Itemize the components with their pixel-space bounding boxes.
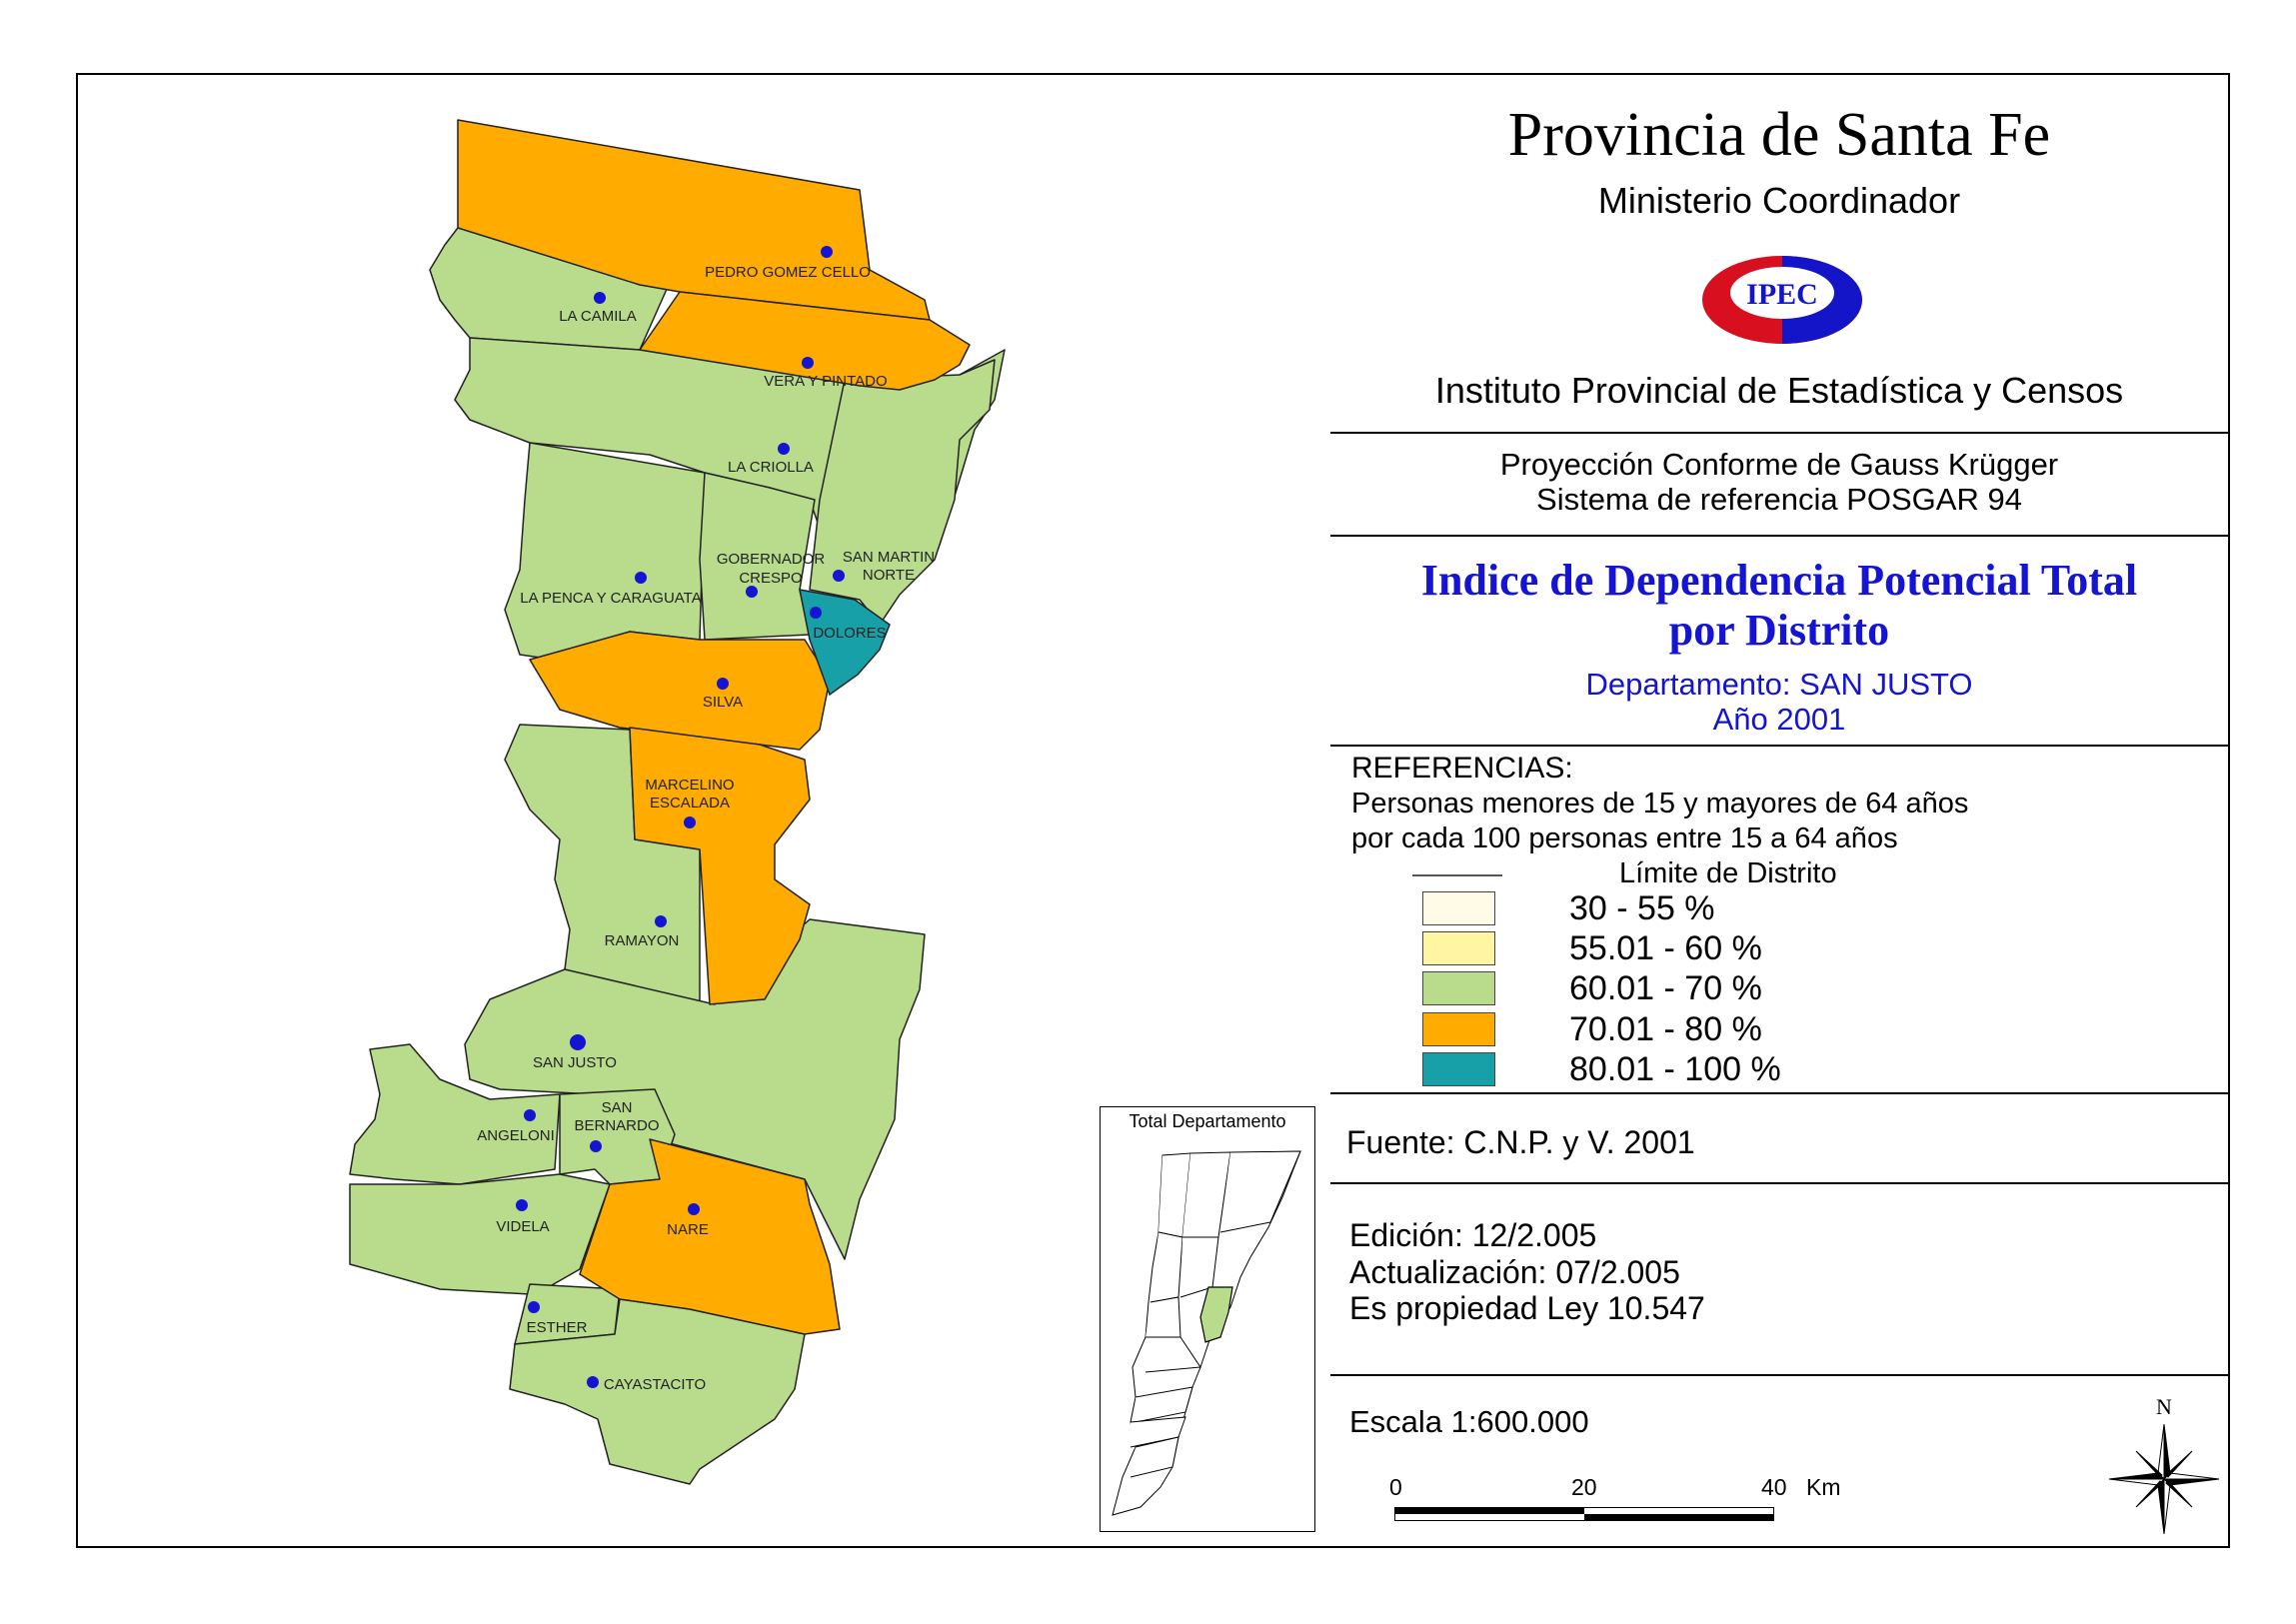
inset-map: Total Departamento <box>1100 1106 1315 1532</box>
district-la-penca-y-caraguata[interactable] <box>504 442 706 661</box>
district-dolores[interactable] <box>799 589 891 697</box>
label-san-martin-norte-1: SAN MARTIN <box>843 549 935 566</box>
legend-swatch-3 <box>1422 971 1495 1005</box>
label-angeloni: ANGELONI <box>477 1127 555 1144</box>
legend-label-1: 30 - 55 % <box>1569 889 1715 927</box>
label-marcelino-escalada-1: MARCELINO <box>645 777 734 794</box>
source-text: Fuente: C.N.P. y V. 2001 <box>1346 1124 1695 1160</box>
label-pedro-gomez-cello: PEDRO GOMEZ CELLO <box>705 264 871 281</box>
district-map: PEDRO GOMEZ CELLO LA CAMILA VERA Y PINTA… <box>349 119 1006 1485</box>
property-law: Es propiedad Ley 10.547 <box>1349 1290 1705 1326</box>
divider <box>1330 1374 2228 1376</box>
divider <box>1330 535 2228 537</box>
year-label: Año 2001 <box>1712 702 1846 737</box>
map-frame <box>76 73 2230 1548</box>
divider <box>1330 745 2228 747</box>
institute-name: Instituto Provincial de Estadística y Ce… <box>1434 370 2124 411</box>
label-gobernador-crespo-2: CRESPO <box>739 570 802 587</box>
legend-boundary-label: Límite de Distrito <box>1619 857 1837 889</box>
district-vera-y-pintado[interactable] <box>639 291 971 391</box>
label-san-bernardo-2: BERNARDO <box>574 1117 659 1134</box>
ministry-name: Ministerio Coordinador <box>1597 180 1961 221</box>
scale-tick-0: 0 <box>1389 1474 1402 1500</box>
department-label: Departamento: SAN JUSTO <box>1585 667 1973 702</box>
legend-label-5: 80.01 - 100 % <box>1569 1050 1781 1088</box>
legend-label-4: 70.01 - 80 % <box>1569 1010 1762 1048</box>
label-nare: NARE <box>667 1221 709 1238</box>
legend-description-2: por cada 100 personas entre 15 a 64 años <box>1351 822 1898 854</box>
update-date: Actualización: 07/2.005 <box>1349 1254 1680 1290</box>
map-title-line1: Indice de Dependencia Potencial Total <box>1420 556 2138 605</box>
ipec-logo: IPEC <box>1702 256 1862 344</box>
legend-swatch-2 <box>1422 931 1495 965</box>
label-la-camila: LA CAMILA <box>559 308 637 325</box>
label-san-justo: SAN JUSTO <box>533 1054 617 1071</box>
boundary-line-symbol <box>1412 874 1502 876</box>
page-title: Provincia de Santa Fe <box>1507 101 2051 169</box>
projection-line2: Sistema de referencia POSGAR 94 <box>1536 482 2022 517</box>
label-vera-y-pintado: VERA Y PINTADO <box>764 373 887 390</box>
label-marcelino-escalada-2: ESCALADA <box>650 795 730 812</box>
scale-text: Escala 1:600.000 <box>1349 1404 1589 1439</box>
label-silva: SILVA <box>703 694 743 711</box>
svg-text:IPEC: IPEC <box>1746 278 1818 311</box>
label-la-penca-y-caraguata: LA PENCA Y CARAGUATA <box>520 590 701 607</box>
label-san-martin-norte-2: NORTE <box>863 567 915 584</box>
label-la-criolla: LA CRIOLLA <box>728 459 814 476</box>
inset-title: Total Departamento <box>1129 1111 1286 1131</box>
legend-label-2: 55.01 - 60 % <box>1569 929 1762 967</box>
legend-swatch-4 <box>1422 1012 1495 1046</box>
divider <box>1330 432 2228 434</box>
label-dolores: DOLORES <box>813 625 886 642</box>
district-nare[interactable] <box>579 1138 841 1335</box>
scale-tick-20: 20 <box>1571 1474 1597 1500</box>
legend-description-1: Personas menores de 15 y mayores de 64 a… <box>1351 788 1969 819</box>
divider <box>1330 1182 2228 1184</box>
north-arrow-icon: N <box>2108 1394 2220 1535</box>
legend-swatch-1 <box>1422 891 1495 925</box>
label-cayastacito: CAYASTACITO <box>604 1376 706 1393</box>
scale-bar <box>1394 1507 1774 1521</box>
projection-line1: Proyección Conforme de Gauss Krügger <box>1499 447 2059 482</box>
scale-unit: Km <box>1806 1474 1841 1500</box>
svg-text:N: N <box>2156 1394 2172 1419</box>
district-silva[interactable] <box>529 631 831 751</box>
legend-label-3: 60.01 - 70 % <box>1569 969 1762 1007</box>
map-title-line2: por Distrito <box>1668 606 1890 655</box>
edition-date: Edición: 12/2.005 <box>1349 1217 1597 1253</box>
label-ramayon: RAMAYON <box>605 932 680 949</box>
divider <box>1330 1092 2228 1094</box>
label-esther: ESTHER <box>527 1319 588 1336</box>
district-san-martin-norte[interactable] <box>809 359 996 626</box>
label-gobernador-crespo-1: GOBERNADOR <box>717 551 826 568</box>
legend-swatch-5 <box>1422 1052 1495 1086</box>
label-san-bernardo-1: SAN <box>602 1099 633 1116</box>
district-marcelino-escalada[interactable] <box>629 727 811 1005</box>
legend-title: REFERENCIAS: <box>1351 752 1573 785</box>
label-videla: VIDELA <box>496 1218 549 1235</box>
district-videla[interactable] <box>349 1173 611 1295</box>
scale-tick-40: 40 <box>1761 1474 1787 1500</box>
district-san-justo[interactable] <box>464 918 926 1260</box>
